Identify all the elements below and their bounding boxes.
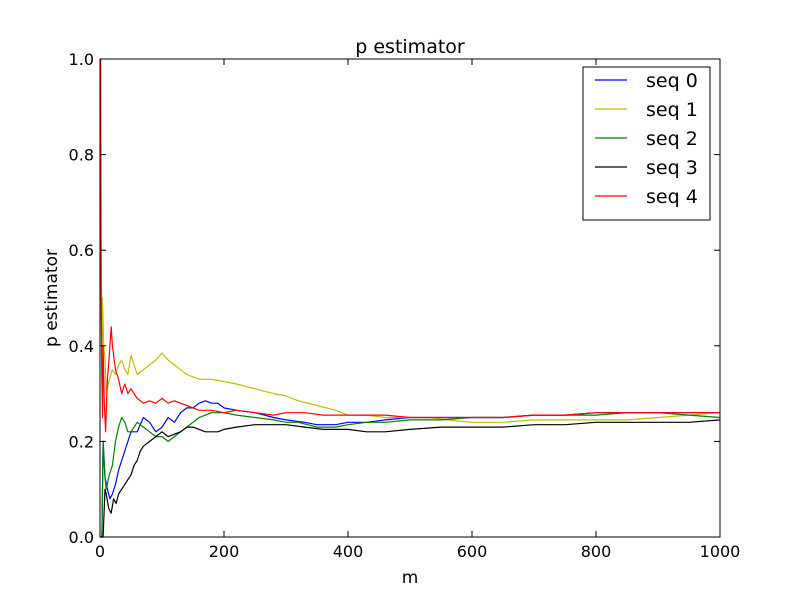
series-line-2 bbox=[100, 412, 721, 538]
x-tick-label: 200 bbox=[209, 542, 240, 561]
y-tick-label: 0.2 bbox=[69, 432, 94, 451]
series-line-4 bbox=[100, 58, 720, 433]
legend-box bbox=[582, 66, 711, 221]
legend-label-3: seq 3 bbox=[646, 157, 698, 179]
legend: seq 0 seq 1 seq 2 seq 3 seq 4 bbox=[582, 66, 711, 221]
x-tick-label: 1000 bbox=[700, 542, 741, 561]
x-tick-label: 600 bbox=[457, 542, 488, 561]
y-tick-label: 0.0 bbox=[69, 528, 94, 547]
legend-label-0: seq 0 bbox=[646, 70, 698, 92]
y-tick-label: 0.8 bbox=[69, 146, 94, 165]
series-line-1 bbox=[100, 58, 721, 423]
x-tick-label: 0 bbox=[95, 542, 105, 561]
y-tick-label: 0.4 bbox=[69, 337, 94, 356]
y-tick-label: 1.0 bbox=[69, 50, 94, 69]
legend-label-4: seq 4 bbox=[646, 186, 698, 208]
y-axis-label: p estimator bbox=[42, 249, 62, 347]
x-tick-label: 400 bbox=[333, 542, 364, 561]
plot-frame bbox=[99, 58, 721, 538]
legend-label-2: seq 2 bbox=[646, 128, 698, 150]
legend-label-1: seq 1 bbox=[646, 99, 698, 121]
x-axis-label: m bbox=[402, 568, 419, 588]
chart-title: p estimator bbox=[355, 36, 465, 58]
axis-ticks: 0 200 400 600 800 1000 0.0 0.2 0.4 0.6 0.8 1.0 bbox=[69, 50, 741, 561]
series-line-3 bbox=[100, 419, 721, 538]
x-tick-label: 800 bbox=[581, 542, 612, 561]
plot-lines bbox=[100, 58, 721, 538]
y-tick-label: 0.6 bbox=[69, 241, 94, 260]
